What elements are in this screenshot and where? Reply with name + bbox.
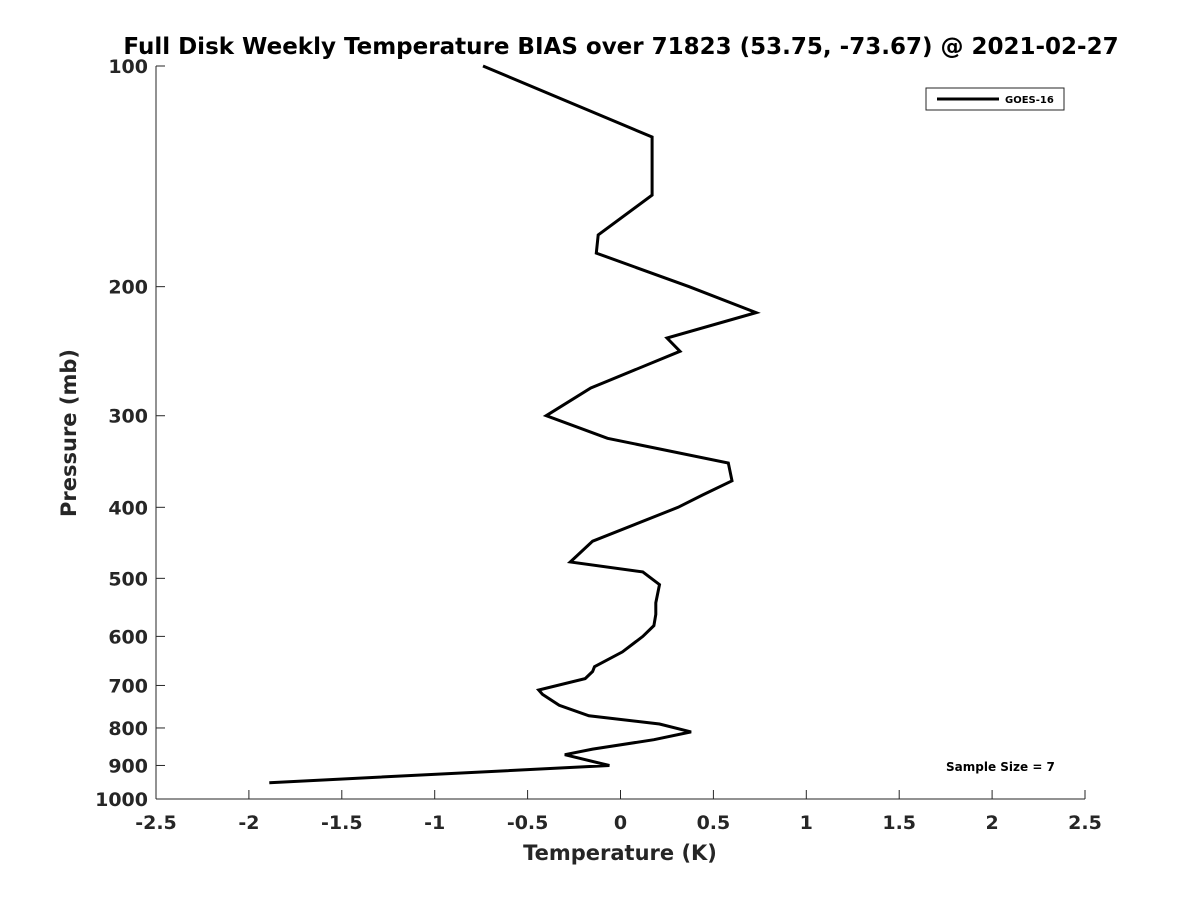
x-tick-label: 1 [800,812,813,834]
y-tick-label: 300 [108,406,148,428]
y-tick-label: 800 [108,718,148,740]
x-tick-label: 0.5 [697,812,731,834]
chart-title: Full Disk Weekly Temperature BIAS over 7… [123,34,1118,60]
y-tick-label: 100 [108,56,148,78]
x-tick-label: 0 [614,812,627,834]
legend: GOES-16 [925,87,1065,111]
x-tick-label: -2 [238,812,259,834]
x-tick-label: 2 [985,812,998,834]
y-axis-label: Pressure (mb) [57,349,81,517]
y-tick-label: 600 [108,626,148,648]
y-tick-label: 1000 [95,789,148,811]
y-tick-label: 400 [108,497,148,519]
y-tick-label: 200 [108,277,148,299]
series-line-goes-16 [269,64,761,785]
sample-size-note: Sample Size = 7 [946,760,1055,774]
legend-entry-goes-16: GOES-16 [1005,95,1054,106]
x-axis-ticks: -2.5 -2 -1.5 -1 -0.5 0 0.5 1 1.5 2 2.5 [135,790,1102,834]
x-axis-label: Temperature (K) [523,841,717,865]
x-tick-label: 2.5 [1068,812,1102,834]
x-tick-label: 1.5 [882,812,916,834]
x-tick-label: -1 [424,812,445,834]
x-tick-label: -2.5 [135,812,177,834]
y-tick-label: 700 [108,675,148,697]
y-tick-label: 900 [108,755,148,777]
series-layer [269,64,761,785]
y-tick-label: 500 [108,568,148,590]
x-tick-label: -1.5 [321,812,363,834]
plot-area: -2.5 -2 -1.5 -1 -0.5 0 0.5 1 1.5 2 2.5 100 200 300 40… [95,56,1102,834]
y-axis-ticks: 100 200 300 400 500 600 700 800 900 1000 [95,56,165,811]
x-tick-label: -0.5 [507,812,549,834]
